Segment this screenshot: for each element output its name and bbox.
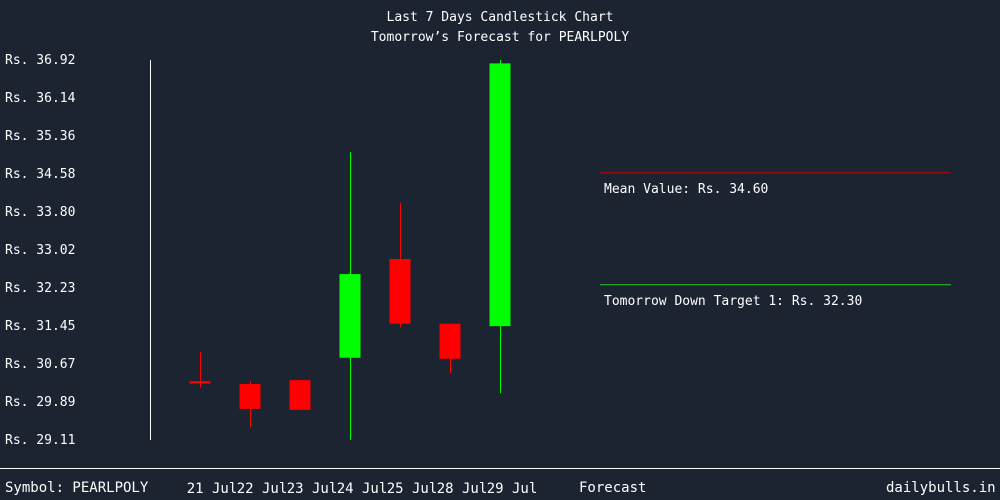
y-tick-label: Rs. 33.80 bbox=[5, 205, 75, 220]
x-tick-label: 21 Jul bbox=[187, 481, 238, 497]
candle-body bbox=[489, 63, 511, 327]
candle-body bbox=[389, 259, 411, 324]
y-tick-label: Rs. 35.36 bbox=[5, 129, 75, 144]
candle-body bbox=[289, 380, 311, 410]
y-tick-label: Rs. 31.45 bbox=[5, 319, 75, 334]
y-tick-label: Rs. 33.02 bbox=[5, 243, 75, 258]
x-tick-label: 24 Jul bbox=[337, 481, 388, 497]
y-tick-label: Rs. 36.92 bbox=[5, 53, 75, 68]
candle-body bbox=[239, 384, 261, 409]
y-tick-label: Rs. 29.89 bbox=[5, 395, 75, 410]
candle-body bbox=[439, 323, 461, 359]
y-tick-label: Rs. 32.23 bbox=[5, 281, 75, 296]
x-tick-label: 23 Jul bbox=[287, 481, 338, 497]
y-tick-label: Rs. 29.11 bbox=[5, 433, 75, 448]
y-tick-label: Rs. 30.67 bbox=[5, 357, 75, 372]
footer-divider bbox=[0, 468, 1000, 469]
x-tick-label: 29 Jul bbox=[487, 481, 538, 497]
down-target-label: Tomorrow Down Target 1: Rs. 32.30 bbox=[604, 294, 863, 309]
chart-title: Last 7 Days Candlestick Chart bbox=[386, 10, 614, 25]
candle-body bbox=[189, 381, 211, 384]
x-tick-label: 22 Jul bbox=[237, 481, 288, 497]
mean-value-label: Mean Value: Rs. 34.60 bbox=[604, 182, 769, 197]
x-tick-label: 25 Jul bbox=[387, 481, 438, 497]
x-tick-label: 28 Jul bbox=[437, 481, 488, 497]
symbol-label: Symbol: PEARLPOLY bbox=[5, 480, 149, 496]
source-label: dailybulls.in bbox=[886, 480, 996, 496]
candle-body bbox=[339, 274, 361, 358]
y-tick-label: Rs. 36.14 bbox=[5, 91, 76, 106]
y-tick-label: Rs. 34.58 bbox=[5, 167, 75, 182]
forecast-label: Forecast bbox=[579, 480, 647, 496]
chart-subtitle: Tomorrow’s Forecast for PEARLPOLY bbox=[370, 30, 630, 45]
